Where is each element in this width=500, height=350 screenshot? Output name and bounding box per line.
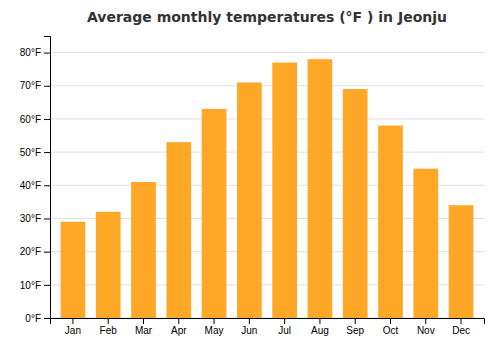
y-tick: 50°F	[20, 147, 50, 158]
y-tick-label: 0°F	[25, 313, 41, 324]
y-tick: 80°F	[20, 47, 50, 58]
x-tick-label: Dec	[452, 325, 470, 336]
x-tick-label: Feb	[100, 325, 118, 336]
y-tick-mark	[44, 119, 50, 120]
y-tick-label: 80°F	[20, 47, 41, 58]
x-tick-label: Sep	[346, 325, 364, 336]
bar	[166, 142, 191, 318]
x-tick: Apr	[171, 318, 187, 336]
y-tick-mark	[44, 152, 50, 153]
bar	[272, 63, 297, 318]
x-tick: May	[205, 318, 224, 336]
x-tick-mark	[143, 318, 144, 324]
y-tick: 60°F	[20, 114, 50, 125]
x-tick: Jun	[241, 318, 257, 336]
y-tick: 70°F	[20, 80, 50, 91]
y-tick-label: 20°F	[20, 246, 41, 257]
x-tick-label: Jun	[241, 325, 257, 336]
y-tick: 10°F	[20, 280, 50, 291]
bar	[202, 109, 227, 318]
y-tick-label: 60°F	[20, 114, 41, 125]
y-tick: 20°F	[20, 246, 50, 257]
x-axis: Jan Feb Mar Apr May Jun Jul Aug Sep Oct Nov Dec	[51, 318, 485, 336]
bar	[96, 212, 121, 318]
x-tick: Nov	[417, 318, 435, 336]
y-tick: 0°F	[25, 313, 50, 324]
y-tick-mark	[44, 53, 50, 54]
y-tick-label: 50°F	[20, 147, 41, 158]
bar	[61, 222, 86, 318]
x-tick-label: Jul	[278, 325, 291, 336]
grid-line	[50, 85, 484, 86]
bars	[61, 59, 474, 318]
x-tick-mark	[178, 318, 179, 324]
x-tick: Feb	[100, 318, 118, 336]
x-tick: Dec	[452, 318, 470, 336]
x-tick-mark	[72, 318, 73, 324]
y-tick-mark	[44, 86, 50, 87]
x-tick-mark	[108, 318, 109, 324]
grid-line	[50, 118, 484, 119]
x-tick: Mar	[135, 318, 153, 336]
grid-line	[50, 52, 484, 53]
y-tick: 40°F	[20, 180, 50, 191]
x-tick-label: May	[205, 325, 224, 336]
grid-line	[50, 152, 484, 153]
x-tick-mark	[461, 318, 462, 324]
bar	[308, 59, 333, 318]
bar	[131, 182, 156, 318]
bar	[413, 169, 438, 318]
bar	[237, 82, 262, 318]
x-tick-label: Nov	[417, 325, 435, 336]
y-tick-mark	[44, 285, 50, 286]
x-tick: Sep	[346, 318, 364, 336]
x-tick-mark	[214, 318, 215, 324]
x-tick-mark	[390, 318, 391, 324]
y-axis: 0°F 10°F 20°F 30°F 40°F 50°F 60°F 70°F 80°F	[20, 37, 51, 324]
x-tick-mark	[425, 318, 426, 324]
x-tick-label: Jan	[65, 325, 81, 336]
x-tick-label: Aug	[311, 325, 329, 336]
y-tick-mark	[44, 318, 50, 319]
x-tick: Oct	[383, 318, 399, 336]
x-tick: Jan	[65, 318, 81, 336]
x-tick-mark	[355, 318, 356, 324]
x-tick-mark	[319, 318, 320, 324]
y-tick-mark	[44, 252, 50, 253]
x-tick-label: Mar	[135, 325, 153, 336]
y-tick-label: 70°F	[20, 80, 41, 91]
plot: 0°F 10°F 20°F 30°F 40°F 50°F 60°F 70°F 80°F Jan Fe…	[20, 37, 485, 337]
y-tick-mark	[44, 218, 50, 219]
x-tick-label: Apr	[171, 325, 187, 336]
bar	[343, 89, 368, 318]
y-axis-line	[44, 37, 51, 319]
y-tick-label: 40°F	[20, 180, 41, 191]
y-tick-label: 10°F	[20, 280, 41, 291]
x-tick: Aug	[311, 318, 329, 336]
x-tick-mark	[249, 318, 250, 324]
y-tick: 30°F	[20, 213, 50, 224]
bar	[449, 205, 474, 318]
bar	[378, 126, 403, 318]
x-tick: Jul	[278, 318, 291, 336]
x-tick-label: Oct	[383, 325, 399, 336]
x-axis-line	[51, 319, 485, 325]
y-tick-label: 30°F	[20, 213, 41, 224]
title: Average monthly temperatures (°F ) in Je…	[87, 9, 447, 25]
grid	[50, 53, 484, 318]
chart: 0°F 10°F 20°F 30°F 40°F 50°F 60°F 70°F 80°F Jan Fe…	[0, 0, 500, 350]
y-tick-mark	[44, 185, 50, 186]
x-tick-mark	[284, 318, 285, 324]
